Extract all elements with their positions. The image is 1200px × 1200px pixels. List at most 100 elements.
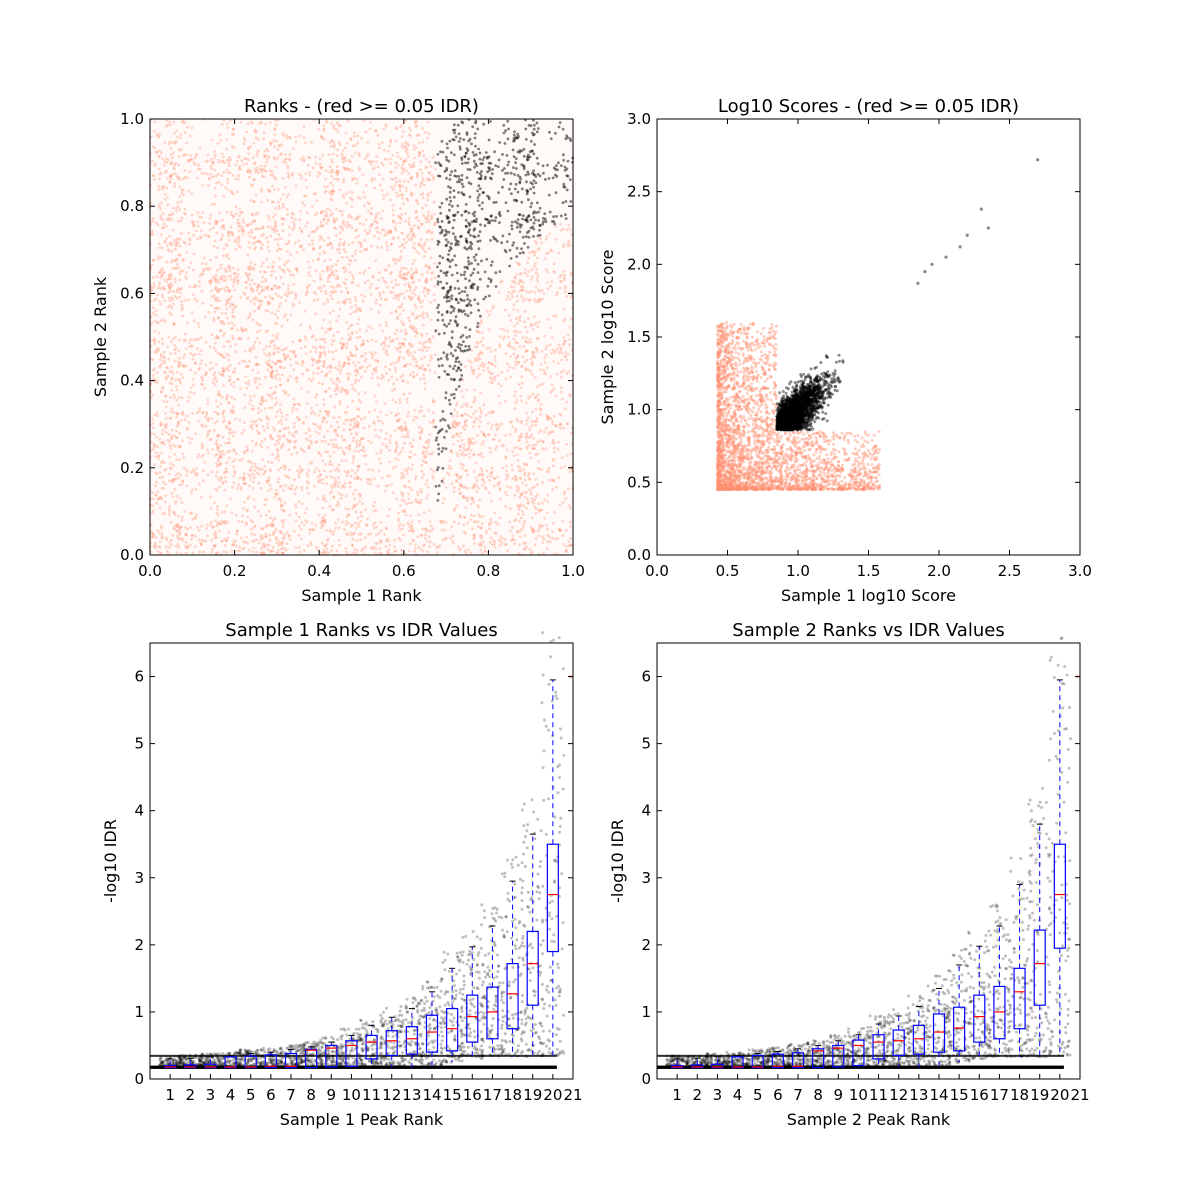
fail-point	[551, 478, 555, 482]
fail-point	[194, 285, 197, 289]
fail-point	[170, 218, 174, 221]
fail-point	[355, 445, 359, 448]
fail-point	[332, 416, 336, 420]
fail-point	[264, 279, 268, 283]
fail-point	[252, 407, 256, 411]
fail-point	[529, 435, 532, 439]
fail-point	[304, 416, 308, 419]
fail-point	[504, 399, 507, 403]
fail-point	[201, 539, 205, 543]
fail-point	[425, 217, 429, 221]
pass-point	[514, 182, 518, 186]
fail-point	[561, 519, 565, 523]
fail-point	[404, 241, 408, 244]
fail-point	[335, 383, 338, 386]
fail-point	[202, 221, 206, 224]
fail-point	[528, 298, 532, 302]
fail-point	[153, 329, 157, 333]
fail-point	[192, 252, 196, 256]
fail-point	[362, 454, 366, 458]
fail-point	[176, 424, 179, 428]
pass-point	[436, 466, 440, 469]
fail-point	[251, 404, 255, 408]
fail-point	[269, 433, 273, 437]
fail-point	[314, 292, 318, 296]
fail-point	[222, 420, 225, 424]
fail-point	[554, 225, 557, 229]
fail-point	[224, 467, 228, 471]
fail-point	[398, 528, 401, 531]
fail-point	[478, 406, 482, 410]
fail-point	[183, 332, 187, 336]
fail-point	[509, 285, 513, 289]
fail-point	[182, 363, 186, 367]
fail-point	[234, 539, 237, 543]
fail-point	[415, 175, 419, 179]
fail-point	[479, 411, 483, 415]
fail-point	[567, 544, 571, 548]
pass-point	[484, 295, 488, 299]
fail-point	[337, 415, 341, 419]
fail-point	[175, 238, 179, 242]
pass-point	[456, 345, 460, 349]
pass-point	[541, 222, 545, 226]
fail-point	[422, 511, 426, 515]
fail-point	[330, 484, 333, 488]
fail-point	[360, 137, 363, 141]
fail-point	[246, 170, 249, 174]
fail-point	[521, 285, 525, 288]
fail-point	[556, 347, 559, 350]
fail-point	[478, 474, 481, 477]
fail-point	[387, 552, 391, 555]
fail-point	[291, 172, 294, 175]
pass-point	[437, 274, 440, 278]
fail-point	[426, 192, 430, 196]
pass-point	[526, 155, 529, 159]
fail-point	[370, 179, 374, 183]
fail-point	[516, 299, 519, 303]
fail-point	[220, 174, 224, 178]
fail-point	[159, 354, 163, 358]
fail-point	[332, 124, 336, 128]
fail-point	[389, 339, 392, 343]
fail-point	[496, 481, 500, 485]
ranks-scatter-points	[148, 118, 575, 557]
fail-point	[367, 533, 370, 536]
fail-point	[408, 523, 411, 526]
pass-point	[497, 191, 500, 195]
fail-point	[410, 297, 413, 301]
pass-point	[532, 152, 536, 156]
fail-point	[274, 222, 277, 226]
fail-point	[259, 443, 262, 447]
fail-point	[269, 365, 272, 368]
fail-point	[481, 337, 485, 340]
fail-point	[425, 497, 429, 500]
fail-point	[287, 157, 290, 161]
fail-point	[358, 439, 362, 443]
fail-point	[412, 224, 416, 227]
fail-point	[193, 545, 197, 548]
fail-point	[251, 520, 255, 524]
fail-point	[531, 355, 535, 358]
fail-point	[390, 271, 393, 275]
fail-point	[424, 157, 428, 161]
fail-point	[159, 465, 163, 468]
fail-point	[364, 545, 367, 549]
fail-point	[272, 496, 276, 499]
fail-point	[376, 286, 380, 290]
fail-point	[274, 443, 277, 447]
fail-point	[292, 368, 296, 371]
fail-point	[534, 443, 538, 447]
pass-point	[453, 364, 457, 368]
fail-point	[402, 130, 405, 134]
fail-point	[379, 410, 382, 414]
fail-point	[173, 294, 177, 298]
fail-point	[169, 352, 173, 356]
fail-point	[197, 529, 201, 532]
fail-point	[489, 310, 492, 313]
fail-point	[258, 402, 262, 405]
fail-point	[276, 316, 280, 320]
fail-point	[233, 458, 237, 461]
fail-point	[420, 305, 424, 309]
fail-point	[481, 477, 485, 481]
